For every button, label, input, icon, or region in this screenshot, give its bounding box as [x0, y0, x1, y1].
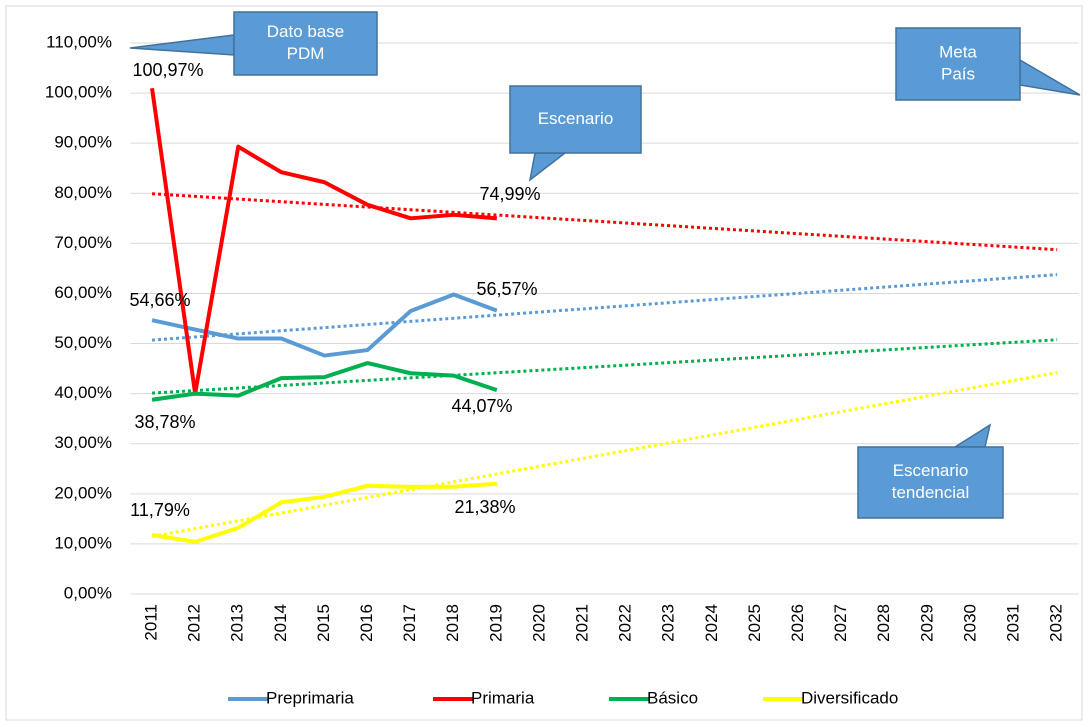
data-label: 38,78%: [134, 412, 195, 432]
data-label: 54,66%: [129, 290, 190, 310]
x-tick-label: 2019: [486, 604, 505, 642]
callout-text: Escenario: [538, 109, 614, 128]
x-tick-label: 2023: [659, 604, 678, 642]
x-tick-label: 2015: [314, 604, 333, 642]
x-tick-label: 2025: [745, 604, 764, 642]
callout-text: Escenario: [893, 461, 969, 480]
callout: Escenario tendencial: [857, 423, 1004, 519]
y-tick-label: 110,00%: [46, 32, 112, 51]
x-tick-label: 2024: [702, 604, 721, 642]
x-tick-label: 2028: [874, 604, 893, 642]
callout-box: [233, 11, 378, 76]
y-tick-label: 30,00%: [54, 433, 112, 452]
data-label: 56,57%: [476, 279, 537, 299]
callout-box: [509, 85, 642, 154]
legend-label: Primaria: [471, 688, 535, 707]
callout-box: [895, 27, 1021, 101]
callout-text: tendencial: [892, 483, 970, 502]
x-tick-label: 2014: [271, 604, 290, 642]
x-tick-label: 2029: [917, 604, 936, 642]
trend-line: [151, 273, 1058, 342]
trend-line: [151, 192, 1058, 252]
series-line: [151, 361, 498, 402]
callout-text: PDM: [287, 44, 325, 63]
x-tick-label: 2016: [357, 604, 376, 642]
callout-text: Dato base: [267, 22, 345, 41]
x-tick-label: 2018: [443, 604, 462, 642]
x-tick-label: 2017: [400, 604, 419, 642]
y-tick-label: 80,00%: [54, 183, 112, 202]
y-tick-label: 20,00%: [54, 483, 112, 502]
y-tick-label: 10,00%: [54, 533, 112, 552]
trend-line: [151, 338, 1058, 395]
y-tick-label: 0,00%: [64, 583, 112, 602]
callout: Meta País: [895, 27, 1081, 101]
series-line: [151, 292, 498, 358]
callout-box: [857, 446, 1004, 519]
y-tick-label: 60,00%: [54, 283, 112, 302]
y-tick-label: 40,00%: [54, 383, 112, 402]
x-tick-label: 2032: [1047, 604, 1066, 642]
x-tick-label: 2012: [185, 604, 204, 642]
y-tick-label: 90,00%: [54, 133, 112, 152]
data-label: 21,38%: [454, 497, 515, 517]
x-tick-label: 2031: [1004, 604, 1023, 642]
y-tick-label: 50,00%: [54, 333, 112, 352]
y-tick-label: 70,00%: [54, 233, 112, 252]
callout: Escenario: [509, 85, 642, 182]
callout-text: País: [941, 64, 975, 83]
legend-label: Básico: [647, 688, 698, 707]
data-label: 11,79%: [130, 500, 190, 520]
legend-label: Preprimaria: [266, 688, 354, 707]
data-label: 100,97%: [132, 60, 203, 80]
x-tick-label: 2030: [960, 604, 979, 642]
x-tick-label: 2011: [142, 604, 161, 641]
x-tick-label: 2027: [831, 604, 850, 642]
legend-label: Diversificado: [801, 688, 898, 707]
x-tick-label: 2020: [529, 604, 548, 642]
data-label: 44,07%: [451, 396, 512, 416]
callout-text: Meta: [939, 42, 977, 61]
x-tick-label: 2022: [616, 604, 635, 642]
y-tick-label: 100,00%: [45, 83, 112, 102]
x-tick-label: 2021: [573, 604, 592, 642]
callout: Dato base PDM: [129, 11, 378, 76]
x-tick-label: 2013: [228, 604, 247, 642]
x-tick-label: 2026: [788, 604, 807, 642]
series-line: [150, 87, 498, 396]
data-label: 74,99%: [479, 184, 540, 204]
series-line: [151, 481, 497, 544]
